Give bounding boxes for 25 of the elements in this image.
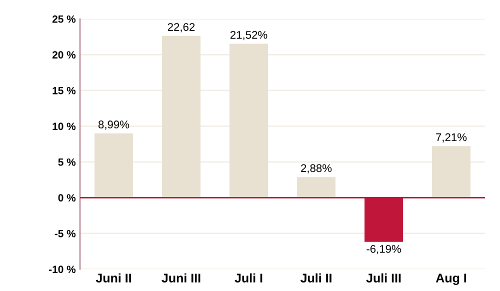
y-tick-label: 15 % [52, 86, 76, 94]
data-label: 2,88% [301, 164, 332, 174]
x-tick-label: Juli II [300, 273, 332, 283]
bar [230, 44, 268, 198]
data-label: -6,19% [366, 245, 401, 254]
x-tick-label: Juli III [366, 273, 401, 283]
x-tick-label: Juni II [96, 273, 131, 283]
x-tick-label: Juli I [234, 273, 262, 283]
data-label: 21,52% [230, 30, 268, 40]
data-label: 22,62 [168, 23, 195, 32]
y-tick-label: 5 % [58, 158, 76, 166]
bar [432, 146, 470, 198]
y-tick-label: -5 % [54, 230, 76, 238]
y-tick-label: 0 % [58, 194, 76, 202]
y-tick-label: 25 % [52, 15, 76, 23]
bar [94, 133, 133, 198]
x-tick-label: Juni III [162, 273, 200, 283]
y-tick-label: -10 % [49, 266, 76, 274]
bar [297, 177, 336, 198]
y-tick-label: 10 % [52, 122, 76, 130]
y-tick-label: 20 % [52, 51, 76, 59]
data-label: 7,21% [436, 133, 467, 142]
bar [162, 36, 200, 198]
data-label: 8,99% [98, 120, 130, 130]
x-tick-label: Aug I [436, 274, 466, 285]
